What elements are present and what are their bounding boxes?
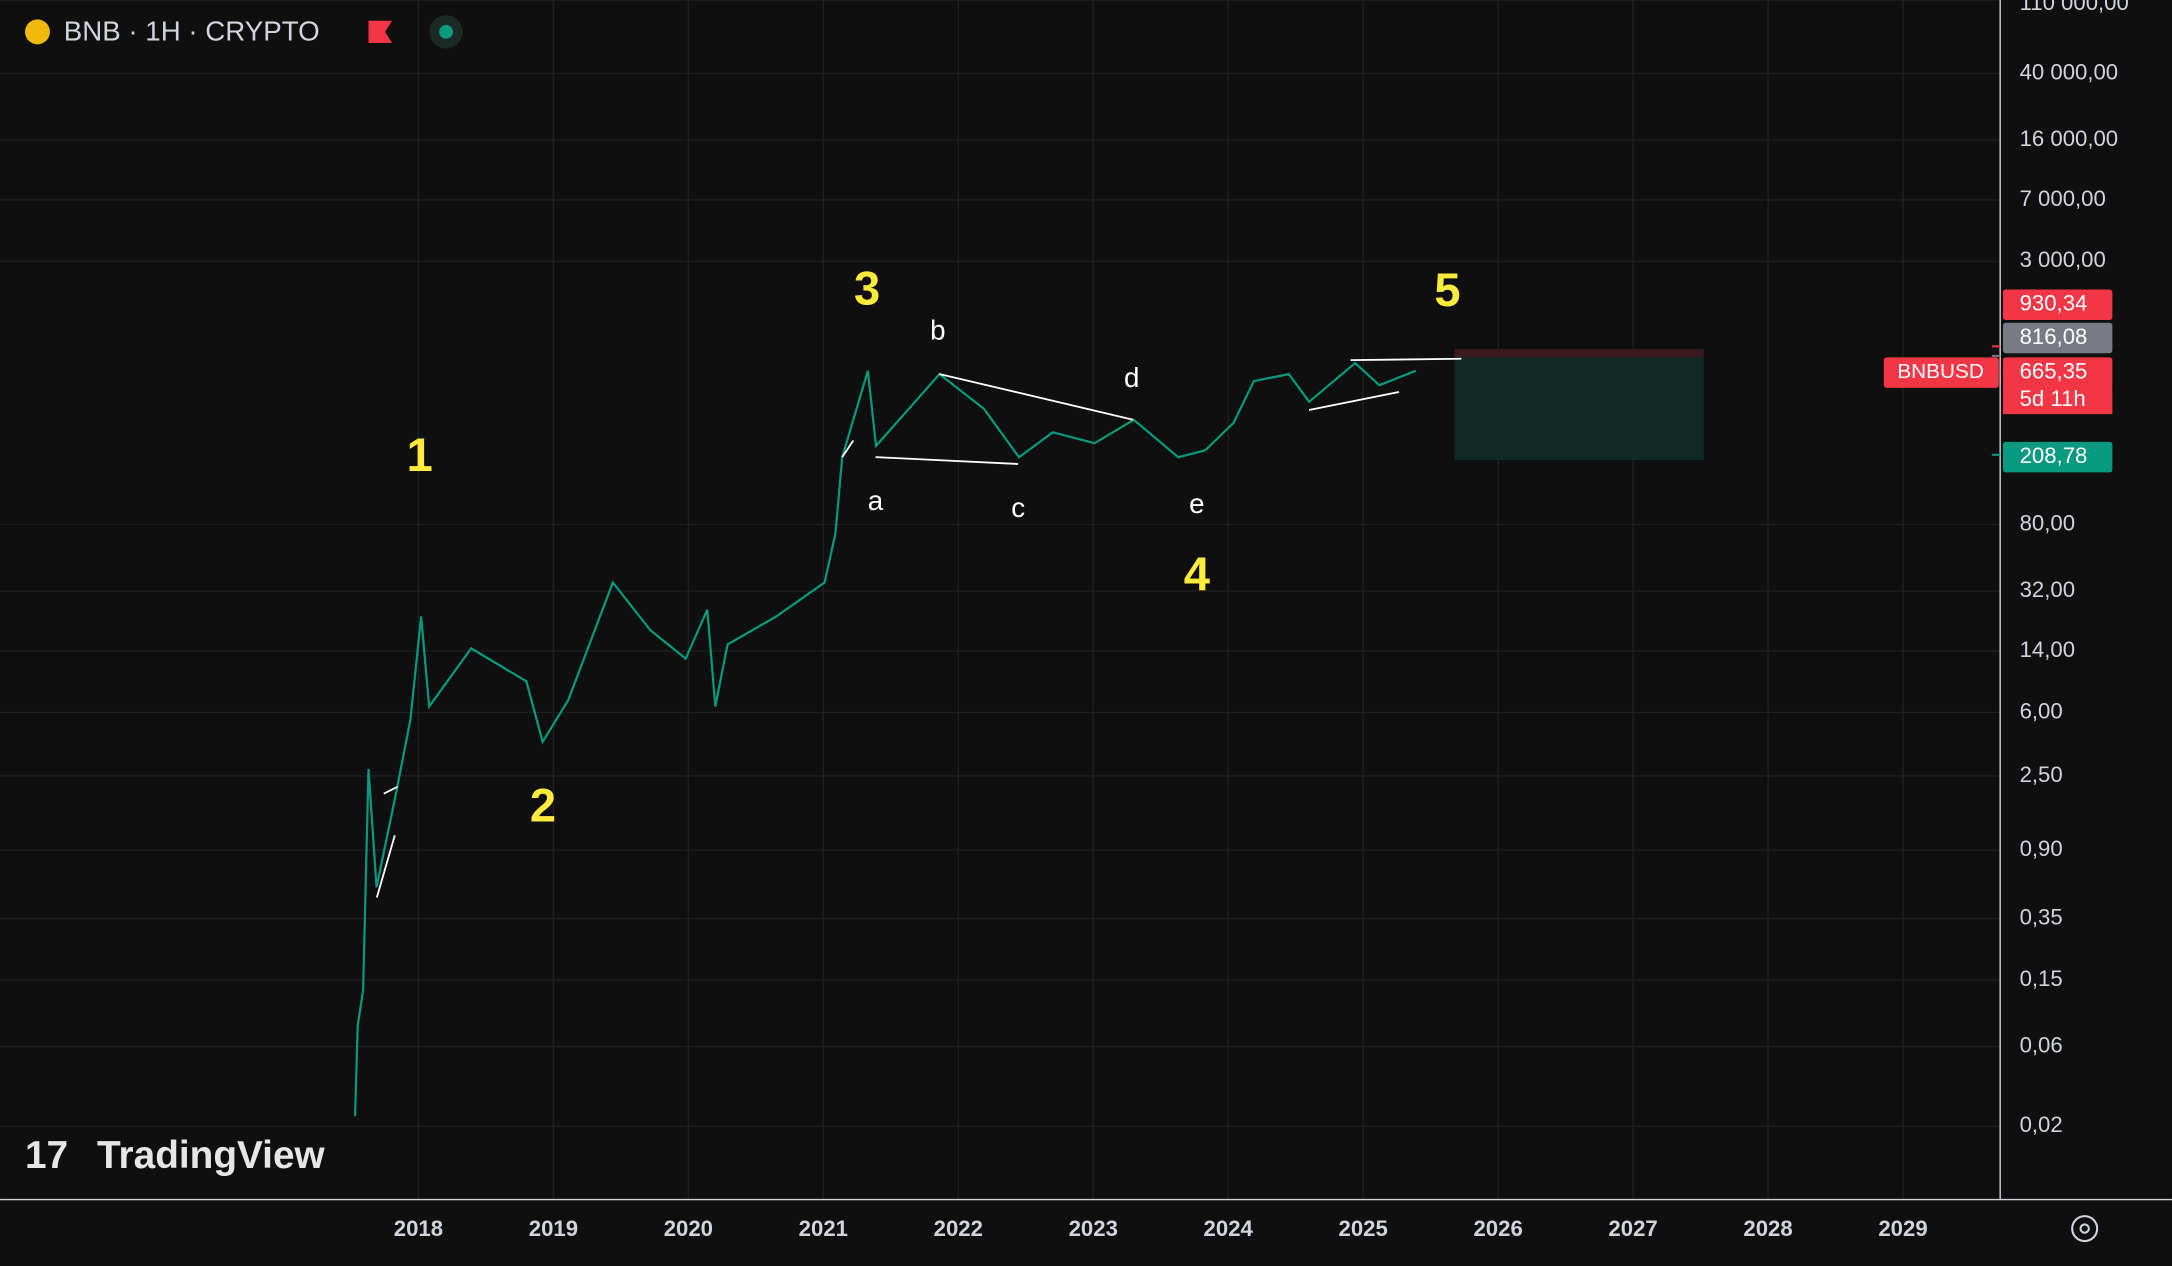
price-label: 816,08	[2020, 324, 2088, 349]
trend-line	[938, 373, 1134, 421]
y-tick-label: 32,00	[2020, 577, 2075, 602]
price-label: 665,35	[2020, 358, 2088, 383]
trend-line	[841, 439, 855, 458]
x-tick-label: 2027	[1608, 1216, 1657, 1241]
grid	[0, 0, 2001, 1200]
symbol-tag: BNBUSD	[1897, 360, 1984, 383]
y-tick-label: 7 000,00	[2020, 186, 2106, 211]
sub-wave-label: b	[930, 315, 945, 346]
y-tick-label: 16 000,00	[2020, 126, 2119, 151]
trend-line	[1308, 391, 1400, 411]
trend-line	[375, 834, 396, 898]
axes: 110 000,00 40 000,00 16 000,00 7 000,00 3 00…	[394, 0, 2129, 1241]
y-tick-label: 3 000,00	[2020, 247, 2106, 272]
tv-icon: 17	[25, 1134, 68, 1177]
y-tick-label: 0,35	[2020, 905, 2063, 930]
stop-zone	[1454, 349, 1704, 358]
price-label-box	[2002, 322, 2113, 354]
settings-icon[interactable]	[2071, 1215, 2099, 1243]
symbol-tag-box	[1883, 357, 1999, 388]
trend-line	[1350, 357, 1462, 362]
symbol-logo	[24, 19, 50, 45]
sub-wave-label: c	[1011, 492, 1025, 523]
x-tick-label: 2024	[1204, 1216, 1254, 1241]
x-tick-label: 2029	[1878, 1216, 1927, 1241]
x-tick-label: 2021	[799, 1216, 848, 1241]
x-tick-label: 2023	[1069, 1216, 1118, 1241]
y-tick-label: 0,06	[2020, 1032, 2063, 1057]
x-tick-label: 2022	[934, 1216, 983, 1241]
wave-label: 5	[1434, 263, 1460, 316]
y-tick-label: 6,00	[2020, 698, 2063, 723]
trend-line	[875, 456, 1019, 465]
y-tick-label: 0,90	[2020, 836, 2063, 861]
y-tick-label: 14,00	[2020, 637, 2075, 662]
target-zone	[1454, 357, 1704, 460]
sub-wave-label: a	[868, 485, 884, 516]
sub-wave-label: e	[1189, 488, 1204, 519]
trend-line	[383, 785, 398, 795]
y-tick-label: 110 000,00	[2020, 0, 2129, 15]
price-label: 930,34	[2020, 291, 2088, 316]
wave-label: 2	[530, 778, 556, 831]
y-tick-label: 80,00	[2020, 510, 2075, 535]
status-dot	[439, 24, 453, 39]
price-label: 208,78	[2020, 443, 2088, 468]
x-tick-label: 2019	[529, 1216, 578, 1241]
drawings	[375, 357, 1462, 898]
x-tick-label: 2028	[1743, 1216, 1792, 1241]
series: 1 2 3 4 5 a b c d e	[353, 262, 1461, 1117]
y-tick-label: 2,50	[2020, 762, 2063, 787]
x-tick-label: 2018	[394, 1216, 443, 1241]
sub-wave-label: d	[1124, 362, 1139, 393]
x-tick-label: 2026	[1473, 1216, 1522, 1241]
y-tick-label: 0,02	[2020, 1112, 2063, 1137]
price-label-box	[2002, 357, 2113, 388]
price-label-box	[2002, 441, 2113, 473]
symbol-title: BNB · 1H · CRYPTO	[64, 16, 320, 47]
wave-label: 1	[407, 428, 433, 481]
price-label-box	[2002, 289, 2113, 320]
wave-label: 3	[854, 262, 880, 315]
y-tick-label: 40 000,00	[2020, 59, 2119, 84]
price-line	[353, 361, 1417, 1117]
countdown: 5d 11h	[2020, 386, 2086, 411]
countdown-box	[2002, 386, 2113, 415]
settings-icon-core	[2079, 1223, 2090, 1234]
y-tick-label: 0,15	[2020, 966, 2063, 991]
brand-logo: TradingView	[97, 1134, 325, 1177]
x-tick-label: 2020	[664, 1216, 713, 1241]
flag-icon[interactable]	[368, 20, 393, 43]
x-tick-label: 2025	[1339, 1216, 1388, 1241]
wave-label: 4	[1184, 547, 1210, 600]
